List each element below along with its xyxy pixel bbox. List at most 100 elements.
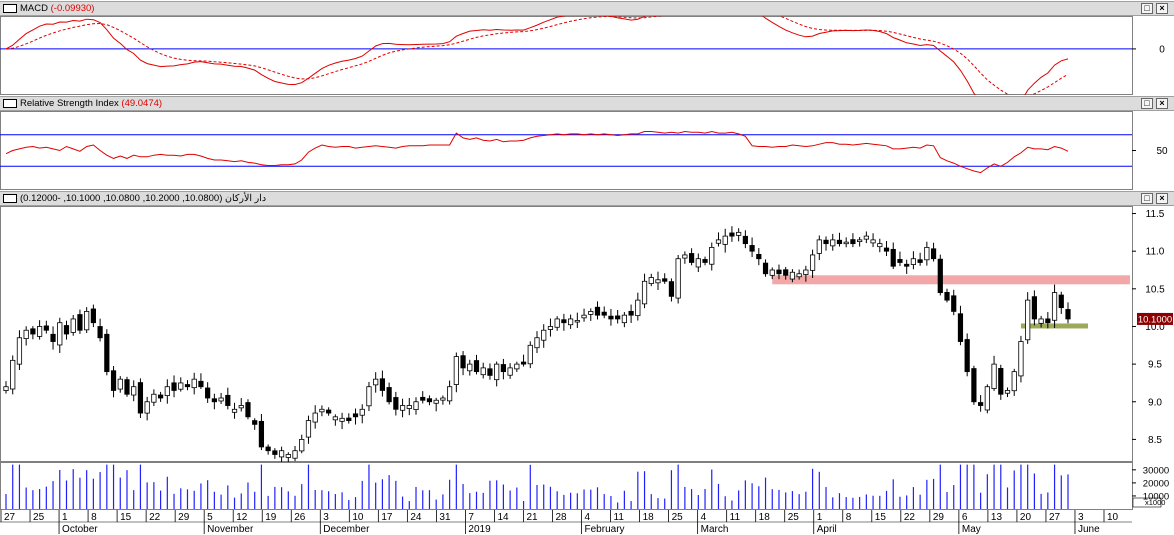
x-month-label: April (817, 524, 837, 535)
candle-body (332, 416, 338, 421)
x-tick-label: 11 (614, 512, 625, 523)
y-tick-label: 0 (1159, 44, 1165, 55)
candle-body (373, 378, 379, 386)
x-tick-label: 25 (672, 512, 684, 523)
candle-body (937, 258, 943, 293)
candle-body (90, 308, 96, 324)
candle-body (191, 378, 197, 389)
candle-body (904, 263, 910, 267)
candle-body (783, 269, 789, 276)
x-month-label: May (962, 524, 981, 535)
candle-body (971, 368, 977, 403)
x-tick-label: 17 (381, 512, 393, 523)
close-button[interactable]: × (1156, 98, 1168, 109)
candle-body (117, 378, 123, 390)
rsi-title: Relative Strength Index (49.0474) (20, 98, 162, 109)
candle-body (178, 382, 184, 390)
candle-body (951, 295, 957, 312)
candle-body (460, 355, 466, 369)
macd-line (5, 16, 1069, 95)
candle-body (836, 239, 843, 245)
candle-body (527, 344, 533, 365)
x-tick-label: 25 (788, 512, 800, 523)
candle-body (648, 277, 654, 284)
candle-body (635, 299, 641, 317)
candle-body (594, 306, 601, 316)
candle-body (184, 384, 191, 388)
panel-icon (3, 194, 17, 203)
candle-body (547, 326, 554, 330)
candle-body (574, 320, 580, 323)
macd-value: (-0.09930) (50, 3, 95, 14)
candle-body (57, 322, 63, 346)
candle-body (857, 239, 863, 242)
candle-body (104, 333, 110, 373)
candle-body (265, 446, 271, 452)
x-tick-label: 20 (1020, 512, 1032, 523)
candle-body (238, 405, 244, 409)
candle-body (1025, 299, 1031, 341)
candle-body (944, 292, 950, 301)
candle-body (870, 239, 876, 244)
candle-body (883, 247, 890, 252)
x-tick-label: 26 (294, 512, 306, 523)
candle-body (964, 339, 970, 373)
candle-body (131, 386, 137, 396)
candle-body (736, 231, 742, 236)
price-ohlc: (10.0800, 10.2000, 10.0800, 10.1000, -0.… (20, 193, 223, 204)
candle-body (823, 239, 829, 245)
candle-body (588, 311, 594, 315)
x-tick-label: 8 (91, 512, 97, 523)
price-chart: 11.5 11.0 10.5 10.0 9.5 9.0 8.5 10.1000 (0, 206, 1173, 462)
candle-body (534, 337, 540, 349)
x-tick-label: 3 (323, 512, 329, 523)
panel-icon (3, 99, 17, 108)
macd-title: MACD (-0.09930) (20, 3, 94, 14)
rsi-line (5, 130, 1069, 174)
candle-body (984, 386, 990, 411)
candle-body (554, 318, 560, 328)
candle-body (702, 259, 708, 263)
rsi-value: (49.0474) (121, 98, 163, 109)
candle-body (910, 258, 917, 265)
close-button[interactable]: × (1156, 193, 1168, 204)
candle-body (877, 243, 883, 248)
close-button[interactable]: × (1156, 3, 1168, 14)
candle-body (420, 396, 426, 401)
x-tick-label: 27 (1049, 512, 1061, 523)
candle-body (198, 380, 204, 388)
candle-body (406, 405, 412, 409)
macd-titlebar: MACD (-0.09930) □ × (0, 1, 1174, 16)
volume-unit-label: x1000 (1145, 498, 1165, 507)
candle-body (1065, 309, 1071, 320)
x-month-label: November (207, 524, 254, 535)
candle-body (473, 360, 480, 373)
candle-body (749, 245, 755, 252)
x-tick-label: 1 (817, 512, 823, 523)
candle-body (144, 401, 150, 414)
candle-body (157, 394, 164, 399)
candle-body (218, 397, 224, 402)
x-month-label: March (701, 524, 729, 535)
candle-body (433, 399, 439, 404)
candle-body (50, 333, 56, 342)
candle-body (292, 450, 298, 459)
x-tick-label: 14 (497, 512, 509, 523)
y-tick-label: 10.5 (1145, 284, 1165, 295)
x-tick-label: 4 (701, 512, 707, 523)
maximize-button[interactable]: □ (1141, 193, 1153, 204)
candle-body (77, 314, 83, 331)
y-tick-label: 9.5 (1148, 360, 1162, 371)
candle-body (211, 398, 217, 403)
candle-body (151, 393, 157, 403)
candle-body (507, 367, 513, 376)
maximize-button[interactable]: □ (1141, 98, 1153, 109)
candle-body (675, 258, 681, 299)
candle-body (1038, 318, 1044, 324)
candle-body (809, 254, 816, 271)
candle-body (453, 356, 459, 385)
candle-body (10, 359, 16, 390)
maximize-button[interactable]: □ (1141, 3, 1153, 14)
candle-body (399, 405, 406, 411)
candle-body (3, 386, 9, 391)
